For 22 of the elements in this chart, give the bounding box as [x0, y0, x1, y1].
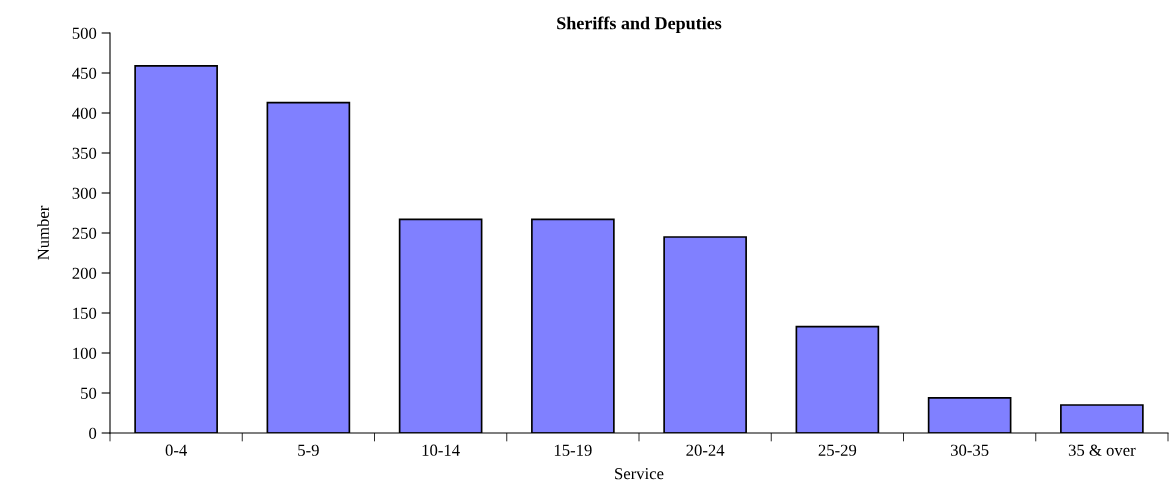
x-tick-label: 35 & over — [1068, 444, 1136, 456]
y-tick-label: 200 — [72, 267, 97, 279]
x-tick-label: 5-9 — [298, 444, 319, 456]
y-tick-label: 250 — [72, 227, 97, 239]
y-tick-label: 100 — [73, 347, 97, 359]
y-tick-label: 150 — [73, 307, 97, 319]
chart-title: Sheriffs and Deputies — [557, 16, 722, 33]
x-tick-label: 15-19 — [554, 444, 592, 456]
y-tick-label: 450 — [72, 67, 97, 79]
y-tick-label: 0 — [89, 427, 97, 439]
y-tick-label: 350 — [72, 147, 97, 159]
y-axis-title: Number — [37, 205, 49, 260]
y-tick-label: 500 — [72, 27, 97, 39]
y-tick-label: 300 — [72, 187, 97, 199]
x-tick-label: 0-4 — [165, 444, 187, 456]
x-axis-title: Service — [615, 468, 664, 480]
y-tick-label: 400 — [72, 107, 97, 119]
x-tick-label: 25-29 — [818, 444, 857, 456]
y-tick-label: 50 — [81, 387, 97, 399]
x-tick-label: 30-35 — [950, 444, 989, 456]
x-tick-label: 10-14 — [422, 444, 460, 456]
x-tick-label: 20-24 — [686, 444, 725, 456]
